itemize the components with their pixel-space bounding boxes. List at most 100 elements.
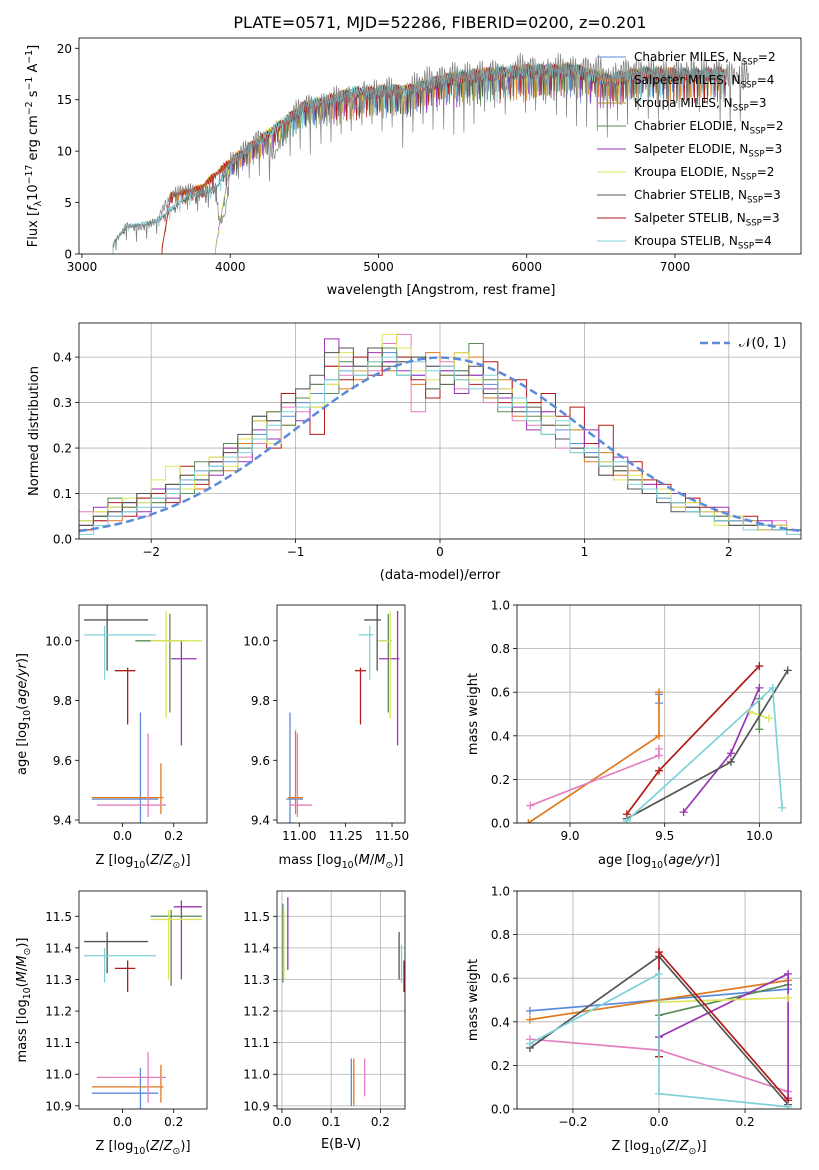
legend-label: Kroupa STELIB, NSSP=4 [634, 234, 772, 252]
mass-vs-Z-ylabel: mass [log10(M/M⊙)] [15, 938, 33, 1063]
age-vs-mass-xlabel: mass [log10(M/M⊙)] [279, 853, 404, 871]
mass_vs_EBV-ytick-label: 11.3 [243, 973, 270, 987]
residuals-ytick-label: 0.2 [53, 442, 72, 456]
legend-label: Salpeter STELIB, NSSP=3 [634, 211, 780, 229]
histogram-step [79, 356, 801, 539]
legend-label: Kroupa ELODIE, NSSP=2 [634, 165, 774, 183]
mass_vs_EBV-xtick-label: 0.1 [322, 1115, 341, 1129]
weight-marker [764, 714, 773, 723]
weight-marker [526, 801, 535, 810]
mass_vs_EBV-xtick-label: 0.0 [272, 1115, 291, 1129]
age_vs_Z-plot-area [84, 605, 202, 823]
weight-vs-Z-ylabel: mass weight [466, 959, 481, 1041]
residuals-ylabel: Normed distribution [27, 366, 42, 496]
weight_vs_Z-ytick-label: 1.0 [491, 885, 510, 899]
residuals-ytick-label: 0.1 [53, 487, 72, 501]
legend-label: Chabrier STELIB, NSSP=3 [634, 188, 781, 206]
residuals-xtick-label: −1 [287, 545, 305, 559]
age_vs_mass-xtick-label: 11.50 [375, 829, 409, 843]
legend-label: Kroupa MILES, NSSP=3 [634, 96, 767, 114]
weight-line [626, 669, 789, 820]
weight-marker [622, 816, 631, 823]
mass_vs_Z-ytick-label: 10.9 [45, 1099, 72, 1113]
weight_vs_age-ytick-label: 0.4 [491, 729, 510, 743]
weight_vs_age-xtick-label: 10.0 [746, 829, 773, 843]
residuals-ytick-label: 0.3 [53, 396, 72, 410]
mass_vs_Z-ytick-label: 11.3 [45, 973, 72, 987]
spectrum-ytick-label: 10 [57, 145, 72, 159]
spectrum-xtick-label: 5000 [363, 260, 394, 274]
weight-line [658, 972, 789, 1099]
age_vs_mass-ytick-label: 9.4 [251, 814, 270, 828]
weight_vs_age-plot-area [524, 662, 792, 823]
residuals-xtick-label: 0 [436, 545, 444, 559]
weight_vs_age-frame [516, 604, 802, 824]
residuals-plot-area [79, 333, 801, 539]
residuals-xtick-label: 2 [725, 545, 733, 559]
spectrum-frame [78, 37, 802, 255]
age_vs_Z-ytick-label: 9.4 [53, 814, 72, 828]
weight-line [658, 949, 789, 1101]
spectrum-xtick-label: 4000 [215, 260, 246, 274]
weight_vs_Z-ytick-label: 0.4 [491, 1015, 510, 1029]
weight-marker [784, 993, 793, 1002]
residuals-xtick-label: 1 [581, 545, 589, 559]
figure-title: PLATE=0571, MJD=52286, FIBERID=0200, z=0… [233, 13, 646, 32]
mass-vs-Z-xlabel: Z [log10(Z/Z⊙)] [95, 1139, 190, 1157]
weight_vs_age-xtick-label: 9.0 [560, 829, 579, 843]
weight_vs_Z-plot-area [525, 948, 793, 1109]
weight-marker [655, 688, 663, 697]
weight-marker [768, 683, 777, 692]
weight_vs_age-xtick-label: 9.5 [655, 829, 674, 843]
weight-marker [655, 1089, 663, 1098]
age_vs_mass-xtick-label: 11.25 [328, 829, 362, 843]
weight-marker [655, 948, 663, 957]
mass_vs_EBV-frame [276, 890, 406, 1110]
age-vs-Z-xlabel: Z [log10(Z/Z⊙)] [95, 853, 190, 871]
age_vs_mass-plot-area [286, 605, 400, 823]
weight-marker [525, 1039, 534, 1048]
residuals-xlabel: (data-model)/error [380, 568, 501, 583]
weight_vs_Z-ytick-label: 0.8 [491, 928, 510, 942]
weight-marker [655, 766, 663, 775]
age_vs_Z-ytick-label: 10.0 [45, 634, 72, 648]
age_vs_mass-ytick-label: 10.0 [243, 634, 270, 648]
legend-label: Salpeter ELODIE, NSSP=3 [634, 142, 782, 160]
weight_vs_age-ytick-label: 0.2 [491, 773, 510, 787]
mass_vs_EBV-ytick-label: 11.5 [243, 910, 270, 924]
mass_vs_Z-frame [78, 890, 208, 1110]
age_vs_mass-xtick-label: 11.00 [282, 829, 316, 843]
gaussian-legend-label: 𝒩(0, 1) [739, 336, 786, 351]
weight-vs-Z-xlabel: Z [log10(Z/Z⊙)] [611, 1139, 706, 1157]
mass_vs_EBV-ytick-label: 11.1 [243, 1036, 270, 1050]
spectrum-xtick-label: 6000 [511, 260, 542, 274]
weight-marker [655, 731, 663, 740]
age-vs-Z-ylabel: age [log10(age/yr)] [15, 653, 33, 775]
residuals-xtick-label: −2 [142, 545, 160, 559]
weight-marker [784, 1102, 793, 1109]
mass_vs_Z-ytick-label: 11.4 [45, 941, 72, 955]
mass_vs_EBV-ytick-label: 11.2 [243, 1005, 270, 1019]
weight_vs_Z-frame [516, 890, 802, 1110]
legend-label: Chabrier MILES, NSSP=2 [634, 50, 776, 68]
legend-label: Salpeter MILES, NSSP=4 [634, 73, 774, 91]
mass_vs_EBV-ytick-label: 10.9 [243, 1099, 270, 1113]
weight-line [658, 996, 789, 1004]
mass_vs_Z-plot-area [84, 900, 202, 1109]
weight_vs_Z-xtick-label: 0.0 [649, 1115, 668, 1129]
weight-marker [525, 1015, 534, 1024]
weight_vs_Z-ytick-label: 0.2 [491, 1059, 510, 1073]
gaussian-curve [79, 356, 801, 533]
mass_vs_Z-xtick-label: 0.0 [113, 1115, 132, 1129]
weight-marker [755, 683, 764, 692]
mass-vs-EBV-xlabel: E(B-V) [321, 1137, 361, 1152]
weight-line [626, 665, 760, 815]
weight-vs-age-xlabel: age [log10(age/yr)] [598, 853, 720, 871]
weight-marker [525, 1006, 534, 1015]
weight-marker [755, 725, 764, 734]
mass_vs_Z-ytick-label: 11.0 [45, 1068, 72, 1082]
weight_vs_age-ytick-label: 0.0 [491, 817, 510, 831]
age_vs_Z-frame [78, 604, 208, 824]
spectrum-plot-area [112, 52, 750, 254]
